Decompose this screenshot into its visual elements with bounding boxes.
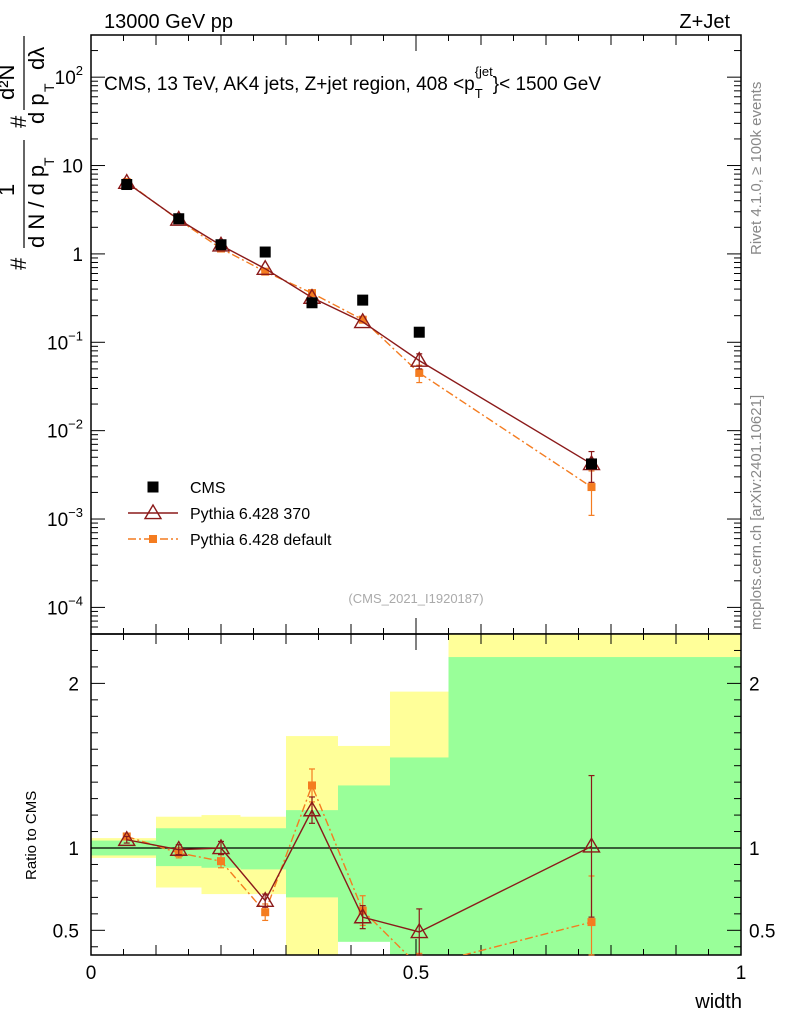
main-panel: 102 10 1 10−1 10−2 10−3 10−4 [47,34,742,635]
point-pythia-6-428-370 [353,312,372,329]
point-cms [121,179,133,191]
point-pythia-6-428-370 [255,259,275,276]
point-cms [306,297,318,309]
ratio-point-pythia-6-428-370 [211,838,231,855]
green-band-3 [240,828,286,870]
ratio-point-pythia-6-428-370 [169,840,188,856]
svg-text:#: # [6,115,31,128]
ratio-xtick-label: 0.5 [403,963,429,984]
ratio-point-pythia-6-428-default [587,918,596,927]
main-ytick-label: 10 [62,157,83,178]
ratio-ytick-label: 1 [68,839,79,860]
main-ytick-label: 1 [72,245,83,266]
rivet-label: Rivet 4.1.0, ≥ 100k events [748,82,765,255]
ratio-ytick-label: 0.5 [53,921,79,942]
point-pythia-6-428-default [308,289,316,298]
point-cms [586,458,597,470]
svg-text:#: # [6,257,31,270]
main-ytick-label: 10−3 [47,505,83,531]
point-pythia-6-428-default [358,315,367,324]
title-post: }< 1500 GeV [493,74,602,95]
header-right: Z+Jet [679,11,730,33]
legend-label-cms: CMS [190,480,226,497]
ratio-point-pythia-6-428-370 [255,891,275,907]
point-cms [357,294,369,306]
green-band-7 [448,657,741,955]
ratio-point-pythia-6-428-default [308,781,316,790]
ratio-ytick-label-right: 0.5 [749,921,775,942]
ratio-point-pythia-6-428-default [261,908,270,917]
svg-text:CMS, 13 TeV, AK4 jets, Z+jet r: CMS, 13 TeV, AK4 jets, Z+jet region, 408… [104,64,601,101]
main-ytick-label: 102 [55,63,83,89]
ratio-xtick-label: 0 [86,963,97,984]
main-ytick-label: 10−4 [47,593,83,619]
point-pythia-6-428-default [415,368,424,377]
ratio-ytick-label-right: 2 [749,674,760,695]
ratio-xtick-label: 1 [736,963,747,984]
band-gap [338,941,390,955]
point-cms [215,239,227,251]
svg-text:T: T [41,83,57,92]
ratio-point-pythia-6-428-default [217,857,225,866]
ratio-ytick-label-right: 1 [749,839,760,860]
point-cms [173,213,185,225]
ratio-point-pythia-6-428-370 [582,836,601,853]
svg-text:dλ: dλ [24,47,49,70]
ratio-point-pythia-6-428-370 [410,922,429,939]
green-band-4 [286,810,338,898]
ratio-point-pythia-6-428-370 [117,830,136,847]
ratio-point-pythia-6-428-370 [302,800,322,817]
series-line-pythia-6-428-default [126,181,592,488]
header-left: 13000 GeV pp [104,11,233,33]
ratio-panel: 0 0.5 12 21 10.5 0.5 [53,633,775,984]
svg-text:d p: d p [24,93,49,124]
ratio-ytick-label: 2 [68,674,79,695]
title-pre: CMS, 13 TeV, AK4 jets, Z+jet region, 408… [104,74,475,95]
main-y-label: # 1 d N / d p T # d²N d p T dλ [0,36,57,270]
svg-text:d N / d p: d N / d p [24,165,49,248]
mcplots-label: mcplots.cern.ch [arXiv:2401.10621] [748,395,765,630]
title-sup: {jet [475,64,493,79]
svg-text:1: 1 [0,184,19,196]
point-cms [259,246,271,258]
title-sub: T [475,86,483,101]
legend-marker-pythia-6-428-default [149,535,157,543]
legend-label-pythia-6-428-default: Pythia 6.428 default [190,532,332,549]
legend: CMS Pythia 6.428 370 Pythia 6.428 default [128,480,332,549]
svg-text:d²N: d²N [0,65,19,100]
main-ytick-label: 10−1 [47,328,83,354]
ratio-y-label: Ratio to CMS [23,791,40,880]
ratio-line-pythia-6-428-370 [126,808,592,933]
ratio-point-pythia-6-428-370 [353,907,372,924]
main-title: CMS, 13 TeV, AK4 jets, Z+jet region, 408… [104,64,601,101]
point-pythia-6-428-370 [410,351,429,367]
svg-text:T: T [41,157,57,166]
watermark: (CMS_2021_I1920187) [348,591,483,606]
point-cms [413,326,425,338]
x-axis-label: width [694,991,742,1013]
legend-marker-pythia-6-428-370 [143,503,163,520]
point-pythia-6-428-default [587,483,596,492]
legend-marker-cms [147,481,159,493]
main-ytick-label: 10−2 [47,417,83,443]
legend-label-pythia-6-428-370: Pythia 6.428 370 [190,506,310,523]
point-pythia-6-428-default [261,267,270,276]
